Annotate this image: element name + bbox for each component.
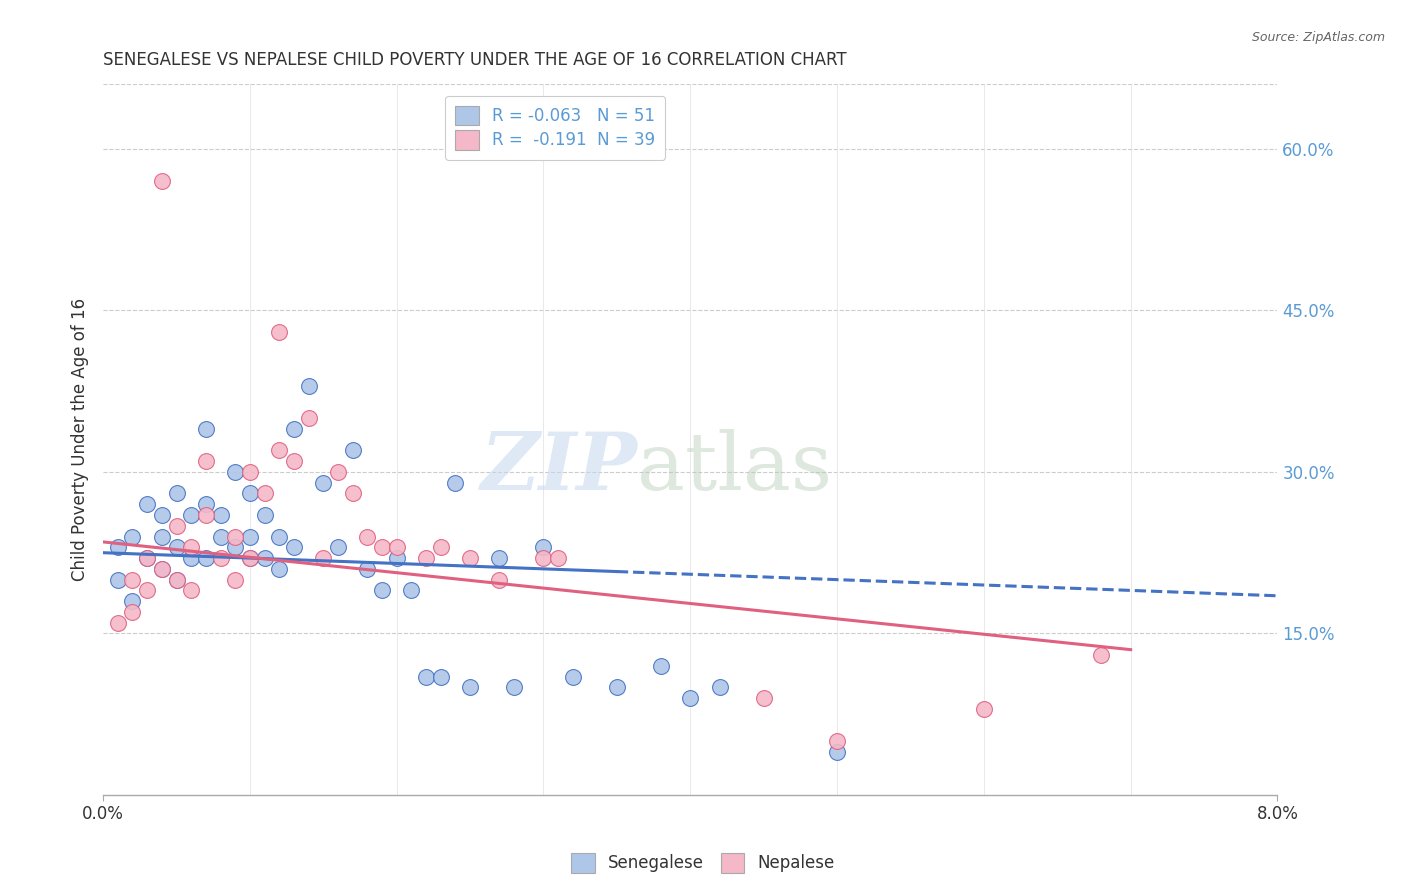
Point [107,615,129,630]
Point [606,681,628,695]
Text: Source: ZipAtlas.com: Source: ZipAtlas.com [1251,31,1385,45]
Point [224,541,246,555]
Point [209,551,232,566]
Point [1090,648,1112,662]
Point [371,583,394,598]
Point [371,541,394,555]
Point [533,541,555,555]
Point [385,551,408,566]
Point [136,497,159,511]
Point [224,465,246,479]
Point [121,573,143,587]
Point [401,583,423,598]
Point [180,508,202,522]
Point [415,669,437,683]
Point [269,530,291,544]
Point [150,562,173,576]
Point [209,530,232,544]
Point [239,551,262,566]
Legend: Senegalese, Nepalese: Senegalese, Nepalese [565,847,841,880]
Point [458,551,481,566]
Point [166,573,188,587]
Point [136,551,159,566]
Point [107,573,129,587]
Y-axis label: Child Poverty Under the Age of 16: Child Poverty Under the Age of 16 [72,298,89,582]
Point [166,541,188,555]
Point [166,486,188,500]
Point [180,551,202,566]
Point [752,691,775,706]
Point [107,541,129,555]
Point [194,454,217,468]
Point [503,681,526,695]
Point [180,583,202,598]
Point [194,422,217,436]
Point [150,562,173,576]
Point [342,443,364,458]
Point [269,443,291,458]
Point [239,465,262,479]
Point [136,583,159,598]
Point [298,378,321,392]
Point [679,691,702,706]
Point [121,594,143,608]
Point [312,475,335,490]
Point [561,669,583,683]
Text: atlas: atlas [637,429,832,507]
Point [194,508,217,522]
Point [239,486,262,500]
Point [239,530,262,544]
Point [458,681,481,695]
Point [224,530,246,544]
Point [253,486,276,500]
Point [150,174,173,188]
Point [136,551,159,566]
Point [547,551,569,566]
Point [342,486,364,500]
Point [326,541,349,555]
Point [283,541,305,555]
Point [121,530,143,544]
Point [488,573,510,587]
Point [973,702,995,716]
Point [209,508,232,522]
Point [194,551,217,566]
Text: SENEGALESE VS NEPALESE CHILD POVERTY UNDER THE AGE OF 16 CORRELATION CHART: SENEGALESE VS NEPALESE CHILD POVERTY UND… [103,51,846,69]
Point [166,518,188,533]
Point [180,541,202,555]
Point [283,454,305,468]
Point [312,551,335,566]
Point [825,734,848,748]
Point [283,422,305,436]
Point [269,325,291,339]
Point [385,541,408,555]
Point [488,551,510,566]
Point [825,745,848,759]
Point [533,551,555,566]
Legend: R = -0.063   N = 51, R =  -0.191  N = 39: R = -0.063 N = 51, R = -0.191 N = 39 [446,96,665,160]
Point [150,530,173,544]
Point [194,497,217,511]
Point [444,475,467,490]
Point [166,573,188,587]
Point [239,551,262,566]
Text: ZIP: ZIP [481,429,637,507]
Point [415,551,437,566]
Point [150,508,173,522]
Point [224,573,246,587]
Point [356,562,378,576]
Point [253,551,276,566]
Point [429,541,451,555]
Point [709,681,731,695]
Point [356,530,378,544]
Point [326,465,349,479]
Point [269,562,291,576]
Point [650,658,672,673]
Point [253,508,276,522]
Point [298,411,321,425]
Point [429,669,451,683]
Point [121,605,143,619]
